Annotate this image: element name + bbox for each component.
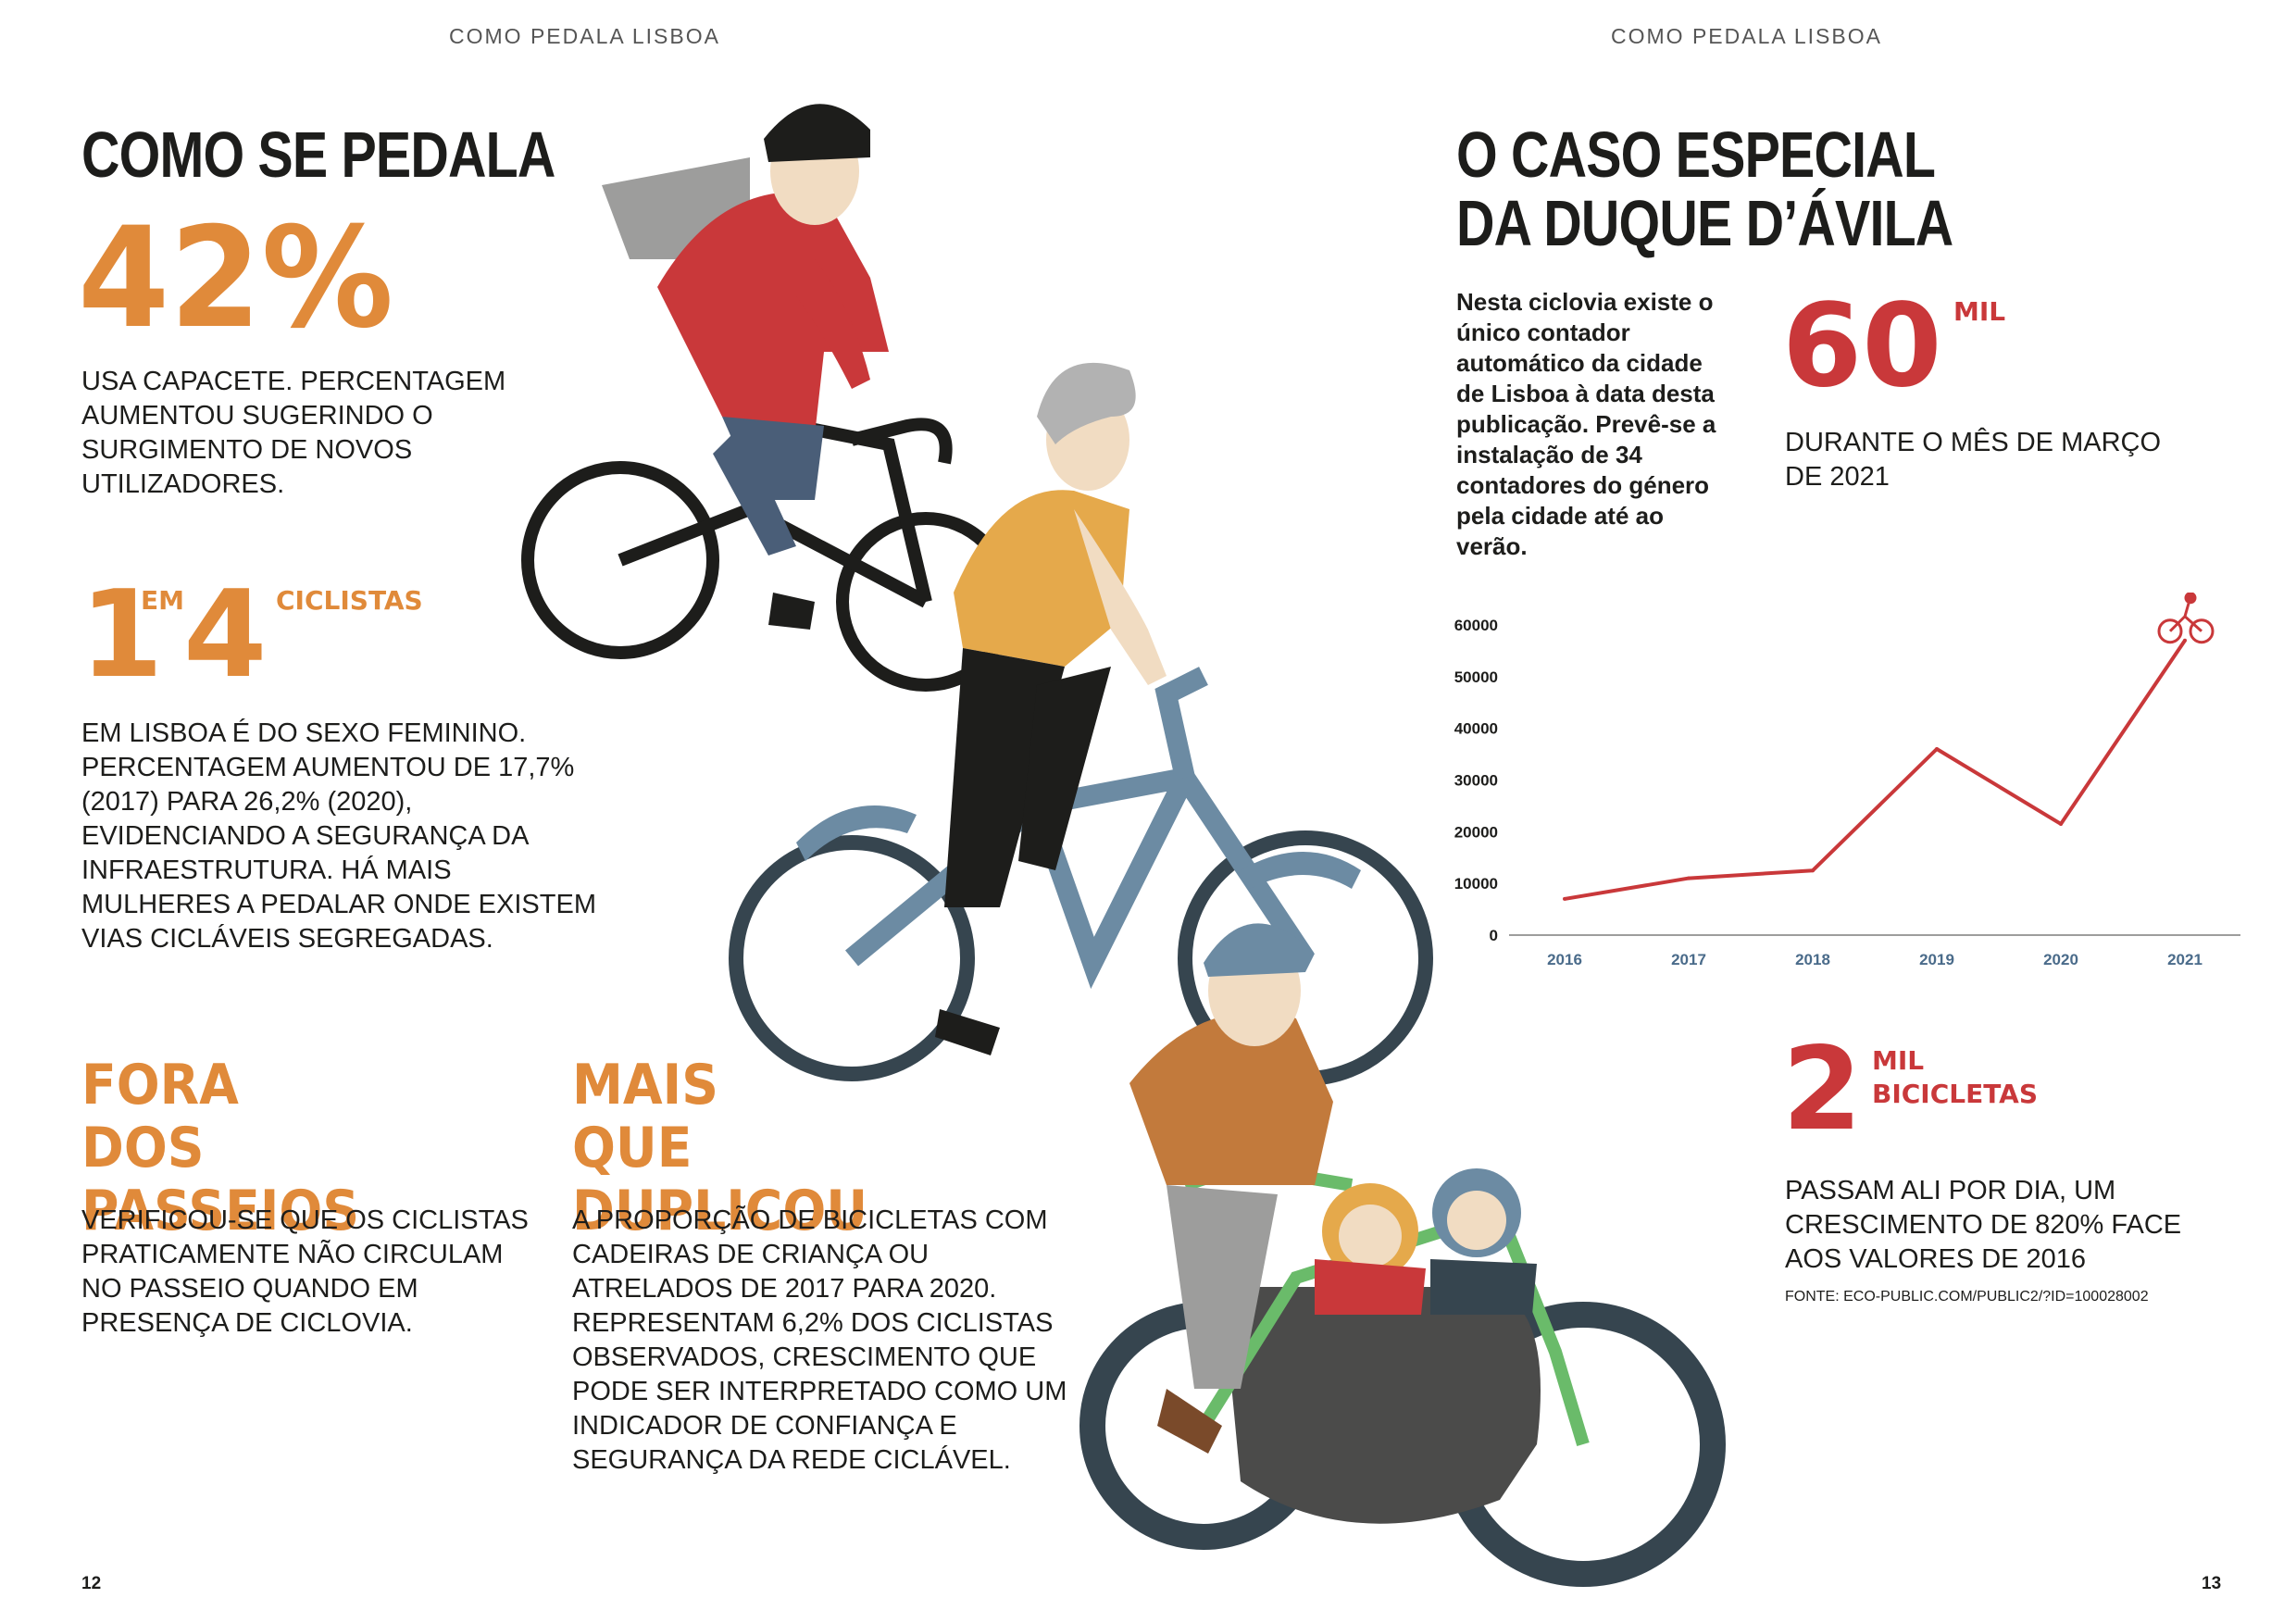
sidewalk-text: VERIFICOU-SE QUE OS CICLISTAS PRATICAMEN… <box>81 1205 529 1338</box>
cyclist-woman-ebike-illustration <box>729 362 1433 1086</box>
x-tick-label: 2021 <box>2167 951 2202 968</box>
doubled-title: MAIS QUE DUPLICOU <box>572 1053 868 1243</box>
bicycle-icon <box>2157 593 2215 644</box>
daily-stat-unit-line2: BICICLETAS <box>1872 1079 2039 1109</box>
x-tick-label: 2016 <box>1547 951 1582 968</box>
series-line <box>1564 639 2187 901</box>
x-tick-label: 2020 <box>2043 951 2078 968</box>
y-tick-label: 60000 <box>1454 617 1498 634</box>
data-point <box>1811 868 1815 873</box>
march-stat-unit: MIL <box>1953 296 2006 327</box>
page-number-left: 12 <box>81 1574 102 1593</box>
doubled-text: A PROPORÇÃO DE BICICLETAS COM CADEIRAS D… <box>572 1205 1067 1475</box>
y-tick-label: 0 <box>1490 927 1498 944</box>
source-note: FONTE: ECO-PUBLIC.COM/PUBLIC2/?ID=100028… <box>1785 1289 2149 1305</box>
women-stat-unit: CICLISTAS <box>276 585 423 616</box>
women-stat-em: EM <box>141 585 184 616</box>
march-stat: 60 <box>1782 280 1942 413</box>
data-point <box>1935 747 1939 751</box>
women-stat-one: 1 <box>80 564 164 705</box>
cyclist-man-helmet-illustration <box>521 104 1016 692</box>
y-tick-label: 20000 <box>1454 823 1498 841</box>
data-point <box>2059 821 2063 826</box>
cyclist-cargo-bike-illustration <box>1079 923 1726 1587</box>
daily-stat: 2 <box>1782 1023 1863 1156</box>
sidewalk-title: FORA DOS PASSEIOS <box>81 1053 360 1243</box>
women-stat-four: 4 <box>183 564 268 705</box>
data-point <box>1687 876 1691 880</box>
y-tick-label: 50000 <box>1454 668 1498 686</box>
helmet-stat: 42% <box>78 198 394 359</box>
daily-stat-unit: MIL BICICLETAS <box>1872 1044 2038 1111</box>
women-stat: 1 EM 4 CICLISTAS <box>80 574 450 694</box>
y-tick-label: 40000 <box>1454 720 1498 738</box>
daily-text: PASSAM ALI POR DIA, UM CRESCIMENTO DE 82… <box>1785 1176 2182 1274</box>
x-tick-label: 2019 <box>1919 951 1954 968</box>
intro-text: Nesta ciclovia existe o único contador a… <box>1456 288 1716 560</box>
data-point <box>1563 896 1566 901</box>
daily-stat-unit-line1: MIL <box>1872 1045 1925 1076</box>
page-number-right: 13 <box>2202 1574 2222 1593</box>
march-text: DURANTE O MÊS DE MARÇO DE 2021 <box>1785 428 2162 492</box>
data-point <box>2183 638 2187 643</box>
x-tick-label: 2017 <box>1671 951 1706 968</box>
section-title-line1: O CASO ESPECIAL <box>1456 119 1936 191</box>
cyclists-illustration <box>521 104 1726 1587</box>
running-header-right: COMO PEDALA LISBOA <box>1611 24 1882 48</box>
helmet-text: USA CAPACETE. PERCENTAGEM AUMENTOU SUGER… <box>81 367 506 499</box>
women-text: EM LISBOA É DO SEXO FEMININO. PERCENTAGE… <box>81 718 596 954</box>
page-title: COMO SE PEDALA <box>81 119 555 191</box>
running-header-left: COMO PEDALA LISBOA <box>449 24 720 48</box>
y-tick-label: 30000 <box>1454 772 1498 790</box>
section-title-line2: DA DUQUE D’ÁVILA <box>1456 187 1953 259</box>
y-tick-label: 10000 <box>1454 875 1498 893</box>
counter-line-chart: 0 10000 20000 30000 40000 50000 60000 2016 2017 2… <box>1454 593 2240 968</box>
x-tick-label: 2018 <box>1795 951 1830 968</box>
